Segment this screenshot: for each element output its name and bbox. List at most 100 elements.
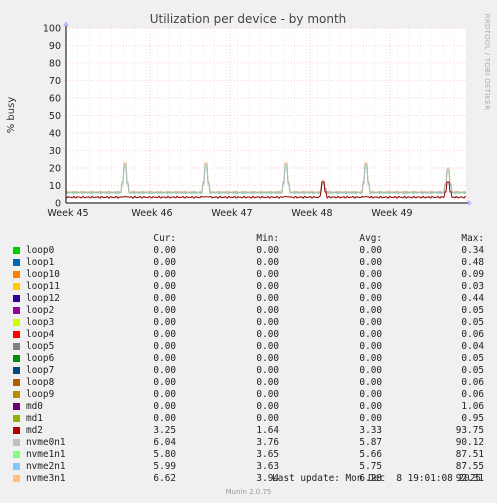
legend-name: loop6 — [26, 353, 55, 364]
legend-swatch — [13, 247, 20, 254]
legend-max: 0.05 — [461, 365, 484, 376]
legend-avg: 0.00 — [359, 317, 382, 328]
legend-min: 3.94 — [256, 473, 279, 484]
y-tick-label: 90 — [49, 41, 61, 52]
legend-swatch — [13, 295, 20, 302]
y-tick-label: 30 — [49, 146, 61, 157]
legend-avg: 0.00 — [359, 245, 382, 256]
legend-cur: 3.25 — [153, 425, 176, 436]
legend-name: md2 — [26, 425, 43, 436]
series-line-md2 — [65, 181, 467, 199]
legend-max: 93.75 — [455, 425, 484, 436]
legend-name: loop1 — [26, 257, 55, 268]
legend-name: loop12 — [26, 293, 60, 304]
legend-cur: 0.00 — [153, 281, 176, 292]
legend-row-loop4: loop4 0.00 0.00 0.00 0.06 — [0, 329, 497, 341]
legend-swatch — [13, 343, 20, 350]
legend-cur: 0.00 — [153, 401, 176, 412]
legend-row-loop7: loop7 0.00 0.00 0.00 0.05 — [0, 365, 497, 377]
legend-row-loop1: loop1 0.00 0.00 0.00 0.48 — [0, 257, 497, 269]
legend-max: 87.55 — [455, 461, 484, 472]
header-max: Max: — [461, 233, 484, 244]
legend-avg: 0.00 — [359, 305, 382, 316]
legend-min: 0.00 — [256, 401, 279, 412]
legend-max: 0.05 — [461, 353, 484, 364]
legend-cur: 0.00 — [153, 257, 176, 268]
y-axis-label: % busy — [6, 97, 17, 134]
legend-max: 0.48 — [461, 257, 484, 268]
legend-row-nvme2n1: nvme2n1 5.99 3.63 5.75 87.55 — [0, 461, 497, 473]
chart-title: Utilization per device - by month — [150, 12, 347, 26]
legend-min: 0.00 — [256, 245, 279, 256]
last-update: Last update: Mon Dec 8 19:01:08 2025 — [272, 473, 481, 484]
x-axis-arrow — [468, 200, 472, 206]
legend-min: 0.00 — [256, 341, 279, 352]
legend-name: loop2 — [26, 305, 55, 316]
legend-avg: 0.00 — [359, 401, 382, 412]
series-lines — [65, 162, 467, 199]
legend-min: 1.64 — [256, 425, 279, 436]
legend-name: loop8 — [26, 377, 55, 388]
legend-name: loop3 — [26, 317, 55, 328]
legend-max: 0.06 — [461, 329, 484, 340]
legend-avg: 0.00 — [359, 341, 382, 352]
legend-max: 0.05 — [461, 317, 484, 328]
legend-min: 0.00 — [256, 257, 279, 268]
legend-cur: 0.00 — [153, 365, 176, 376]
legend-header: Cur: Min: Avg: Max: — [0, 233, 497, 245]
x-tick-label: Week 49 — [371, 208, 412, 219]
legend-cur: 0.00 — [153, 377, 176, 388]
legend-avg: 0.00 — [359, 365, 382, 376]
legend-swatch — [13, 307, 20, 314]
legend-max: 87.51 — [455, 449, 484, 460]
legend-name: md0 — [26, 401, 43, 412]
legend-name: nvme0n1 — [26, 437, 66, 448]
legend-avg: 5.87 — [359, 437, 382, 448]
y-tick-label: 10 — [49, 181, 61, 192]
legend-name: loop11 — [26, 281, 60, 292]
legend-row-loop9: loop9 0.00 0.00 0.00 0.06 — [0, 389, 497, 401]
legend-row-loop0: loop0 0.00 0.00 0.00 0.34 — [0, 245, 497, 257]
legend-name: nvme1n1 — [26, 449, 66, 460]
legend-avg: 0.00 — [359, 257, 382, 268]
legend-row-loop5: loop5 0.00 0.00 0.00 0.04 — [0, 341, 497, 353]
legend-cur: 0.00 — [153, 269, 176, 280]
x-tick-label: Week 45 — [47, 208, 88, 219]
y-tick-label: 20 — [49, 164, 61, 175]
legend-cur: 0.00 — [153, 293, 176, 304]
y-tick-label: 70 — [49, 76, 61, 87]
legend-cur: 0.00 — [153, 305, 176, 316]
legend-min: 0.00 — [256, 293, 279, 304]
legend-swatch — [13, 367, 20, 374]
y-tick-label: 80 — [49, 59, 61, 70]
legend-cur: 5.80 — [153, 449, 176, 460]
legend-swatch — [13, 475, 20, 482]
header-min: Min: — [256, 233, 279, 244]
legend-cur: 0.00 — [153, 353, 176, 364]
legend-cur: 6.04 — [153, 437, 176, 448]
legend-swatch — [13, 271, 20, 278]
legend-name: loop4 — [26, 329, 55, 340]
legend-cur: 0.00 — [153, 245, 176, 256]
grid — [65, 27, 466, 203]
legend-max: 0.34 — [461, 245, 484, 256]
legend-cur: 0.00 — [153, 413, 176, 424]
legend-min: 0.00 — [256, 305, 279, 316]
legend-cur: 0.00 — [153, 317, 176, 328]
y-tick-label: 40 — [49, 129, 61, 140]
legend-swatch — [13, 379, 20, 386]
legend-cur: 0.00 — [153, 329, 176, 340]
y-ticks: 0 10 20 30 40 50 60 70 80 90 100 — [43, 24, 61, 210]
legend-swatch — [13, 319, 20, 326]
series-line-nvme0n1 — [65, 164, 467, 195]
legend-swatch — [13, 283, 20, 290]
legend-swatch — [13, 439, 20, 446]
x-tick-label: Week 48 — [291, 208, 332, 219]
legend-row-loop6: loop6 0.00 0.00 0.00 0.05 — [0, 353, 497, 365]
legend-max: 92.31 — [455, 473, 484, 484]
x-tick-label: Week 46 — [131, 208, 172, 219]
legend-min: 0.00 — [256, 317, 279, 328]
legend-avg: 0.00 — [359, 377, 382, 388]
legend-max: 0.03 — [461, 281, 484, 292]
legend-name: loop7 — [26, 365, 55, 376]
